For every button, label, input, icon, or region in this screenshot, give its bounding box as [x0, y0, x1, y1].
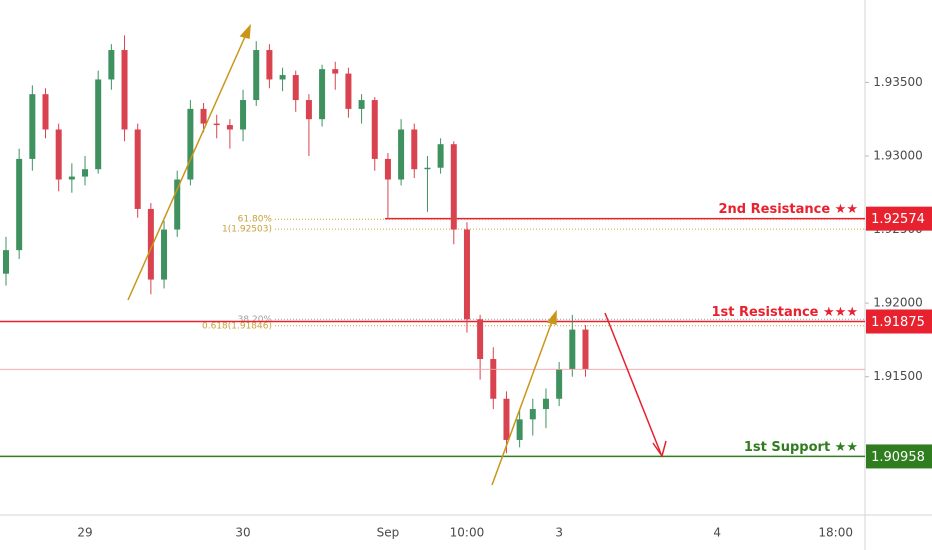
candle-body: [305, 100, 312, 120]
candle-body: [398, 129, 405, 180]
candle-body: [147, 208, 154, 280]
x-tick-label: 10:00: [450, 526, 485, 540]
candle-body: [503, 398, 510, 440]
candle-body: [411, 129, 418, 170]
x-tick-label: 30: [235, 526, 250, 540]
candle-body: [424, 167, 431, 170]
price-tag: [866, 309, 932, 334]
price-tag: [866, 444, 932, 469]
candle-body: [556, 369, 563, 399]
drawings: [127, 23, 557, 486]
candle-body: [68, 176, 75, 180]
price-tag-label: 1.91875: [871, 315, 925, 330]
candle-body: [174, 179, 181, 230]
fib-label: 1(1.92503): [222, 225, 272, 235]
candle-body: [3, 250, 9, 274]
candle-body: [529, 409, 536, 420]
x-tick-label: 18:00: [818, 526, 853, 540]
price-tag: [866, 206, 932, 231]
fib-label: 0.618(1.91846): [202, 321, 272, 331]
fib-label: 38.20%: [238, 315, 273, 325]
candle-body: [319, 69, 326, 120]
x-tick-label: 29: [77, 526, 92, 540]
candle-body: [200, 108, 207, 124]
x-tick-label: 3: [555, 526, 563, 540]
forecast-arrow: [604, 312, 662, 455]
candle-body: [569, 329, 576, 370]
candle-body: [240, 100, 247, 130]
arrow-head: [239, 23, 251, 39]
y-tick-label: 1.93500: [873, 75, 923, 89]
candle-body: [108, 50, 115, 80]
candle-body: [161, 229, 168, 280]
arrow-head: [652, 440, 667, 458]
candle-body: [345, 73, 352, 109]
candle-body: [134, 129, 141, 209]
candle-body: [490, 359, 497, 399]
level-label: 1st Resistance ★★★: [711, 305, 858, 320]
candle-body: [253, 50, 260, 101]
candle-body: [542, 398, 549, 410]
arrow-head: [546, 309, 557, 325]
y-tick-label: 1.93000: [873, 148, 923, 162]
forecast: [604, 312, 667, 458]
candle-body: [82, 169, 89, 177]
price-tag-label: 1.92574: [871, 212, 925, 227]
plot: 1.915001.920001.925001.930001.935002930S…: [0, 35, 932, 540]
y-tick-label: 1.92000: [873, 296, 923, 310]
fib-label: 61.80%: [238, 215, 273, 225]
candle-body: [42, 94, 49, 130]
candle-body: [384, 158, 391, 180]
candle-body: [55, 129, 62, 180]
candle-body: [332, 69, 339, 74]
price-tag-label: 1.90958: [871, 450, 925, 465]
x-tick-label: Sep: [377, 526, 400, 540]
candle-body: [226, 125, 233, 130]
candle-body: [95, 79, 102, 170]
candle-body: [437, 144, 444, 168]
candle-body: [266, 50, 273, 80]
candle-body: [358, 100, 365, 109]
candle-body: [371, 100, 378, 159]
candle-body: [121, 50, 128, 130]
candle-body: [516, 419, 523, 440]
trend-arrow: [127, 29, 249, 301]
candle-body: [477, 319, 484, 360]
candle-body: [16, 158, 23, 251]
candle-body: [213, 123, 220, 126]
level-label: 1st Support ★★: [744, 440, 858, 455]
candle-body: [292, 75, 299, 101]
candle-body: [279, 75, 286, 80]
x-tick-label: 4: [713, 526, 721, 540]
candle-body: [582, 329, 589, 370]
candle-body: [29, 94, 36, 159]
y-tick-label: 1.91500: [873, 369, 923, 383]
candle-body: [187, 108, 194, 180]
candle-body: [450, 144, 457, 230]
level-label: 2nd Resistance ★★: [719, 202, 859, 217]
trend-arrow: [491, 315, 555, 486]
candle-body: [463, 229, 470, 320]
